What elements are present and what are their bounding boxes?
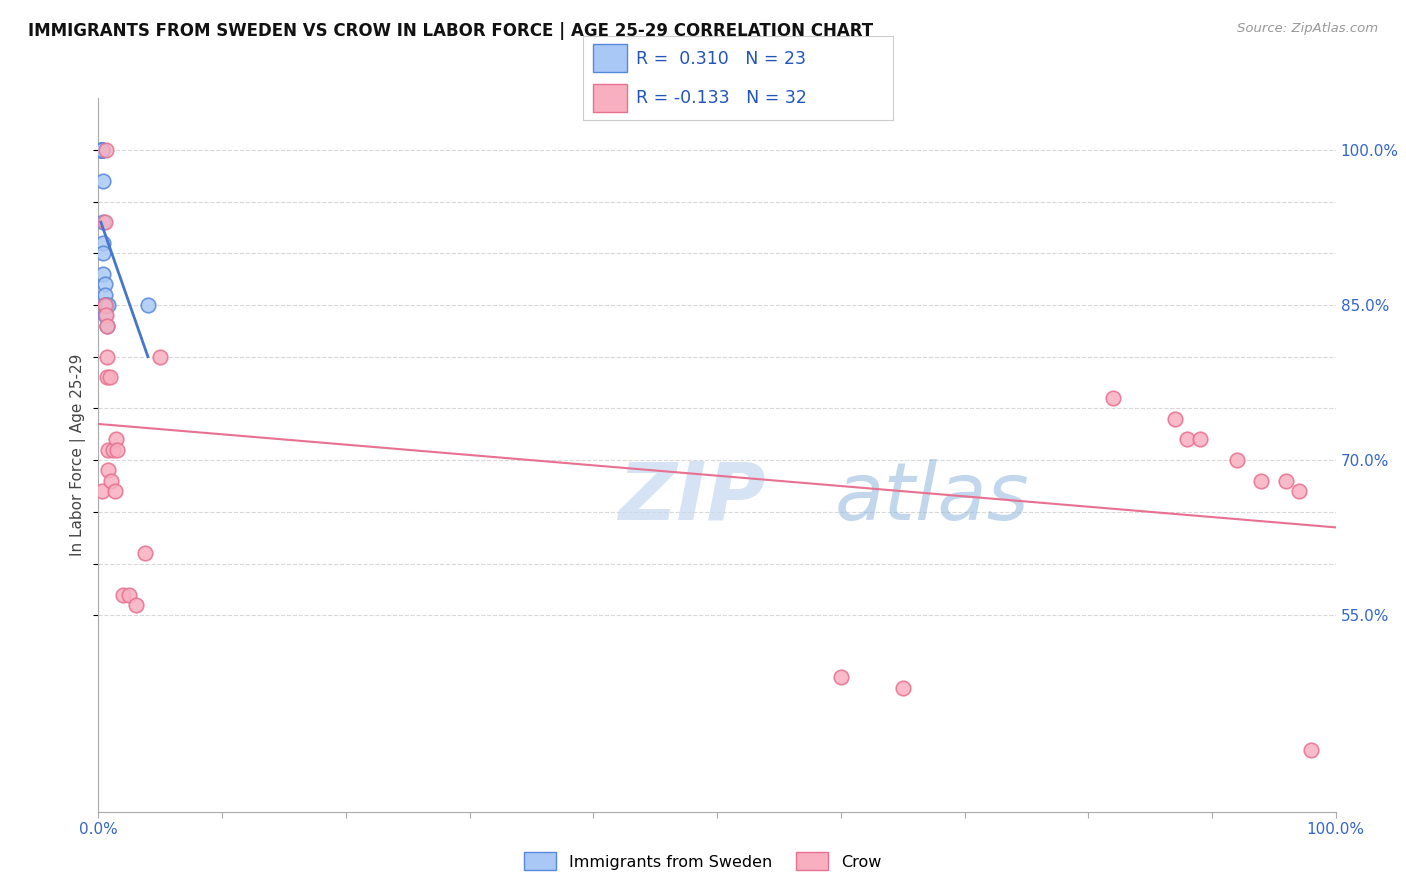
Point [91, 143, 114, 157]
Point [891, 681, 914, 695]
Point [104, 433, 127, 447]
Point [118, 588, 141, 602]
Point [94, 298, 117, 312]
Text: IMMIGRANTS FROM SWEDEN VS CROW IN LABOR FORCE | AGE 25-29 CORRELATION CHART: IMMIGRANTS FROM SWEDEN VS CROW IN LABOR … [28, 22, 873, 40]
Point [90, 143, 112, 157]
Point [91, 484, 114, 499]
Point [93, 298, 115, 312]
Point [97, 442, 120, 457]
Point [91, 143, 114, 157]
Point [830, 670, 852, 684]
Point [1275, 474, 1298, 488]
Y-axis label: In Labor Force | Age 25-29: In Labor Force | Age 25-29 [69, 354, 86, 556]
Point [91, 143, 114, 157]
Legend: Immigrants from Sweden, Crow: Immigrants from Sweden, Crow [517, 846, 889, 877]
Point [105, 442, 128, 457]
Point [1250, 474, 1272, 488]
Point [134, 546, 156, 560]
Point [1102, 391, 1125, 405]
Point [96, 370, 118, 384]
Text: Source: ZipAtlas.com: Source: ZipAtlas.com [1237, 22, 1378, 36]
Point [112, 588, 135, 602]
Point [94, 143, 117, 157]
Point [90, 143, 112, 157]
Point [94, 308, 117, 322]
Point [136, 298, 159, 312]
Point [97, 298, 120, 312]
Point [1299, 742, 1322, 756]
Text: R = -0.133   N = 32: R = -0.133 N = 32 [636, 88, 807, 106]
Point [93, 308, 115, 322]
Text: R =  0.310   N = 23: R = 0.310 N = 23 [636, 50, 806, 68]
Point [1188, 433, 1211, 447]
Point [93, 174, 115, 188]
Point [93, 235, 115, 250]
Point [93, 267, 115, 281]
Point [1226, 453, 1249, 467]
Point [93, 215, 115, 229]
Point [91, 143, 114, 157]
Point [93, 298, 115, 312]
Point [1175, 433, 1198, 447]
Point [98, 370, 121, 384]
Point [93, 277, 115, 292]
Point [93, 287, 115, 301]
Point [93, 215, 115, 229]
Point [94, 298, 117, 312]
Point [96, 318, 118, 333]
Point [100, 474, 122, 488]
Point [91, 143, 114, 157]
Point [103, 484, 125, 499]
Point [96, 350, 118, 364]
Point [1288, 484, 1310, 499]
Text: atlas: atlas [835, 458, 1029, 537]
Point [97, 463, 120, 477]
Point [149, 350, 172, 364]
Bar [593, 84, 627, 112]
Point [103, 442, 125, 457]
Point [124, 598, 146, 612]
Text: ZIP: ZIP [619, 458, 765, 537]
Point [1164, 411, 1187, 425]
Point [96, 318, 118, 333]
Point [91, 143, 114, 157]
Bar [593, 44, 627, 72]
Point [93, 298, 115, 312]
Point [93, 246, 115, 260]
